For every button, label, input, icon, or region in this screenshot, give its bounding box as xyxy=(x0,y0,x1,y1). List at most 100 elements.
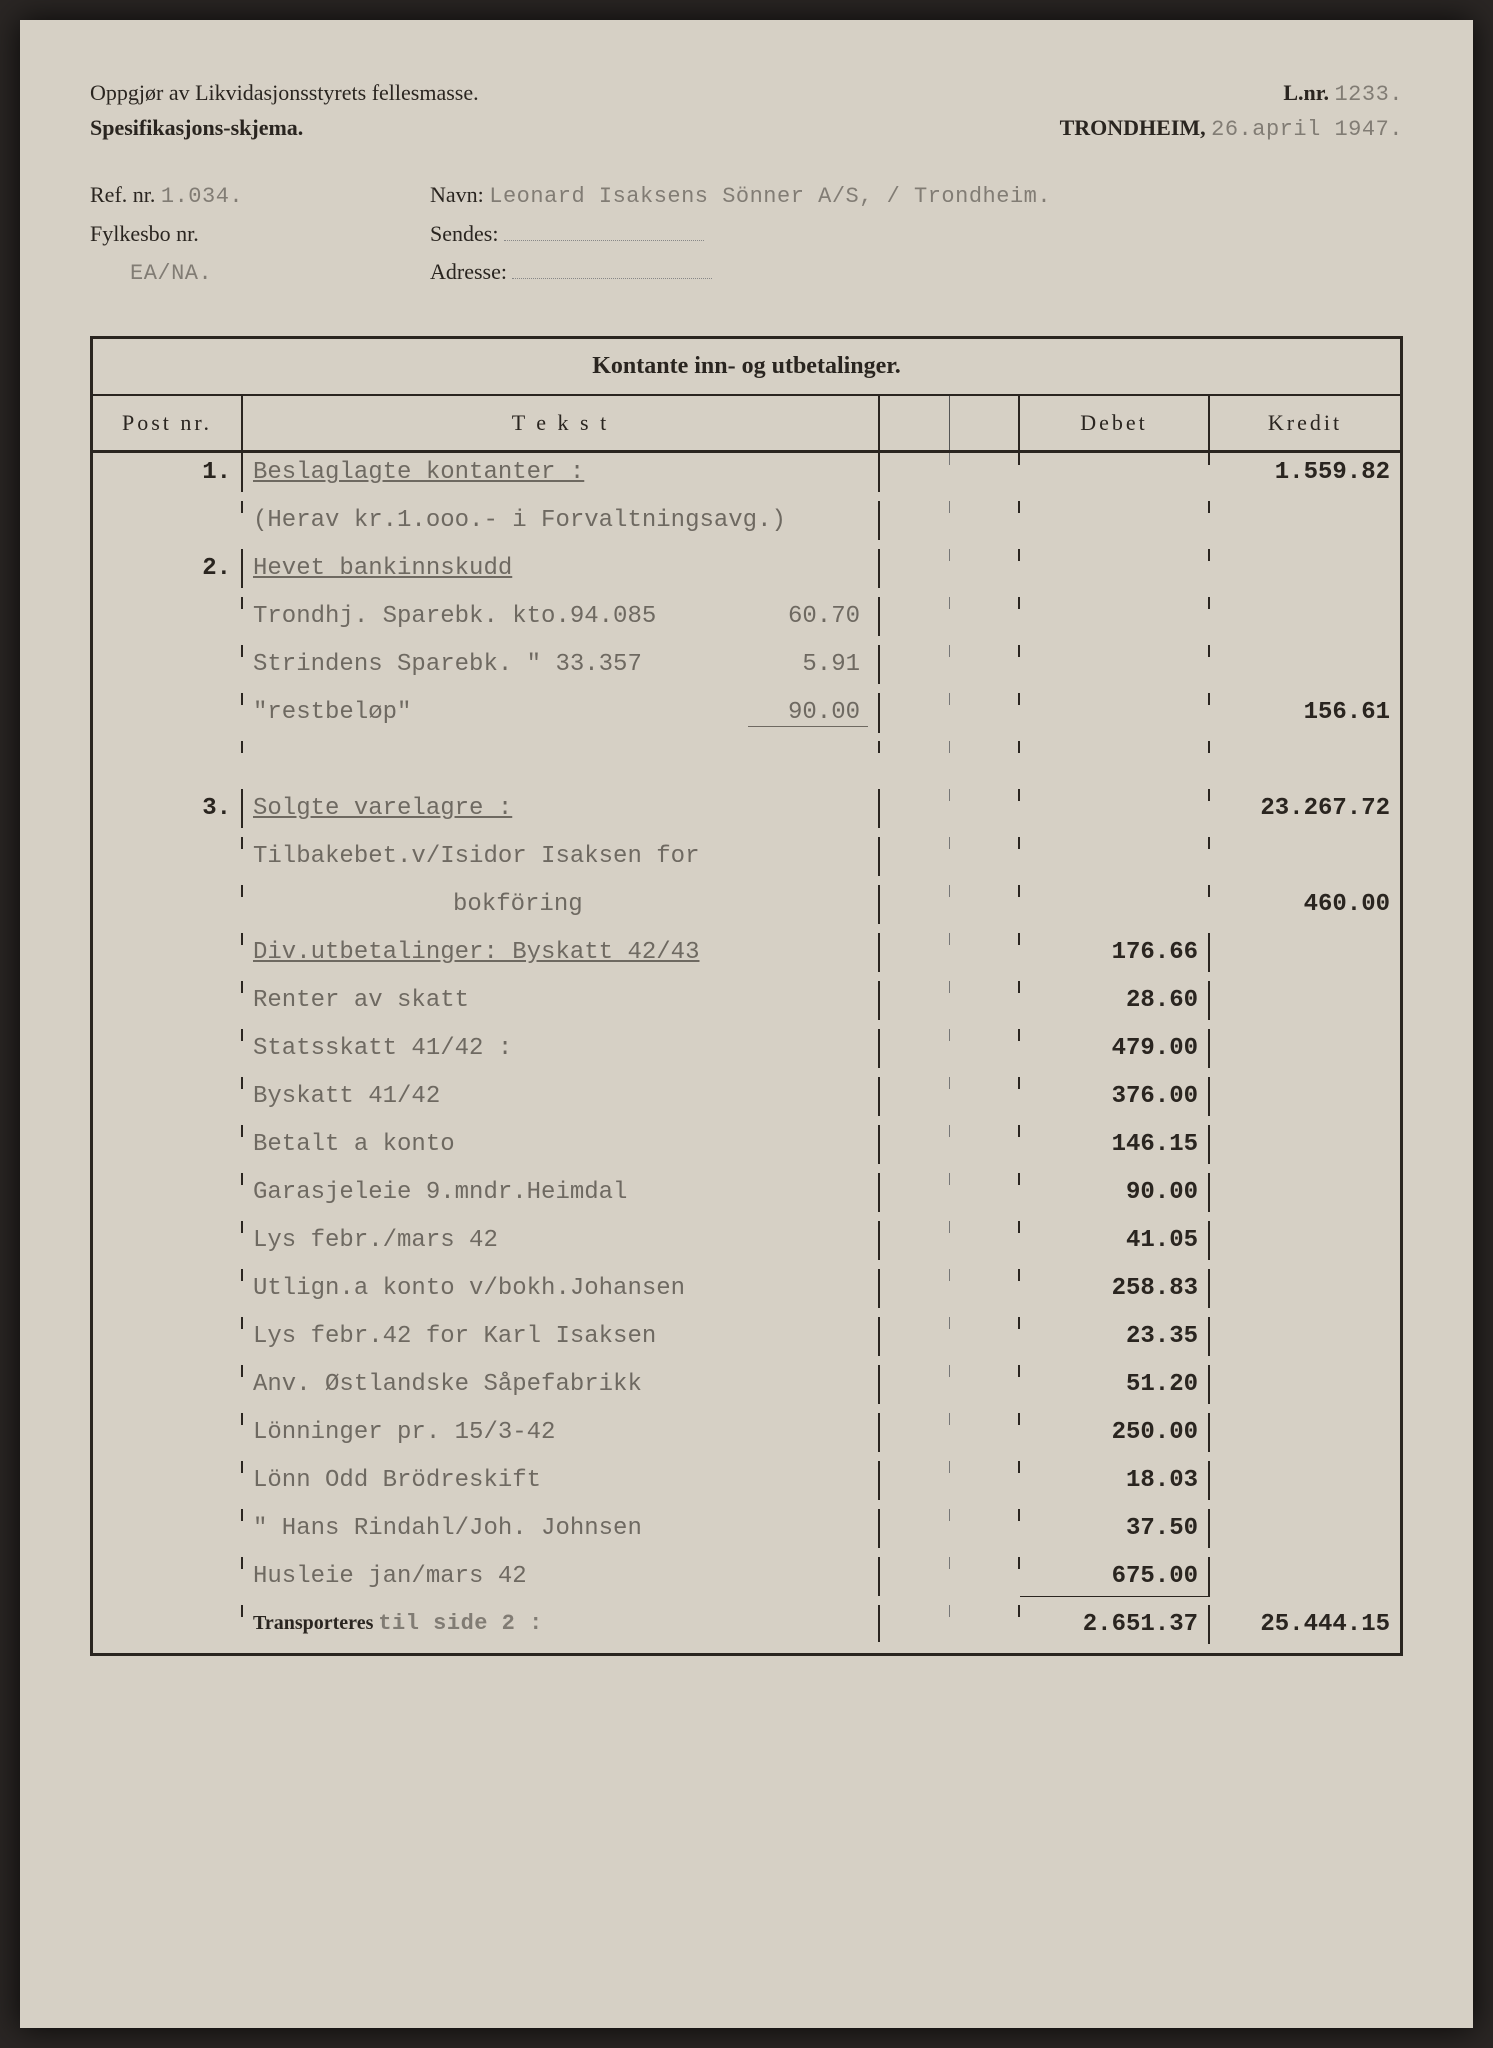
cell-post xyxy=(93,885,243,897)
cell-tekst: Anv. Østlandske Såpefabrikk xyxy=(243,1365,880,1404)
cell-tekst-text: Byskatt 41/42 xyxy=(253,1083,868,1110)
cell-tekst xyxy=(243,741,880,753)
cell-post xyxy=(93,837,243,849)
cell-kredit xyxy=(1210,1317,1400,1329)
cell-kredit xyxy=(1210,645,1400,657)
cell-tekst: (Herav kr.1.ooo.- i Forvaltningsavg.) xyxy=(243,501,880,540)
cell-kredit xyxy=(1210,933,1400,945)
ledger-row: Husleie jan/mars 42675.00 xyxy=(93,1557,1400,1605)
cell-tekst-text: Lys febr./mars 42 xyxy=(253,1227,868,1254)
cell-sub2 xyxy=(950,453,1020,465)
cell-debet: 376.00 xyxy=(1020,1077,1210,1116)
ledger-row: 1.Beslaglagte kontanter :1.559.82 xyxy=(93,453,1400,501)
ref-row-3: EA/NA. Adresse: xyxy=(90,259,1403,286)
cell-tekst: Div.utbetalinger: Byskatt 42/43 xyxy=(243,933,880,972)
cell-sub1 xyxy=(880,1557,950,1569)
ledger-row: Renter av skatt28.60 xyxy=(93,981,1400,1029)
cell-sub1 xyxy=(880,981,950,993)
ledger-row: Utlign.a konto v/bokh.Johansen258.83 xyxy=(93,1269,1400,1317)
ledger-row: Tilbakebet.v/Isidor Isaksen for xyxy=(93,837,1400,885)
cell-tekst: Tilbakebet.v/Isidor Isaksen for xyxy=(243,837,880,876)
ledger-header-row: Post nr. T e k s t Debet Kredit xyxy=(93,396,1400,453)
ledger-row: (Herav kr.1.ooo.- i Forvaltningsavg.) xyxy=(93,501,1400,549)
cell-sub2 xyxy=(950,1317,1020,1329)
transport-kredit: 25.444.15 xyxy=(1210,1605,1400,1644)
cell-subnum: 60.70 xyxy=(748,603,868,630)
cell-kredit: 460.00 xyxy=(1210,885,1400,924)
adresse-line xyxy=(512,278,712,279)
cell-post xyxy=(93,1509,243,1521)
cell-post xyxy=(93,1125,243,1137)
header-line1-left: Oppgjør av Likvidasjonsstyrets fellesmas… xyxy=(90,80,479,107)
cell-sub2 xyxy=(950,1605,1020,1617)
cell-post: 2. xyxy=(93,549,243,588)
cell-sub2 xyxy=(950,1557,1020,1569)
col-header-post: Post nr. xyxy=(93,396,243,450)
fylkesbo-label: Fylkesbo nr. xyxy=(90,221,199,246)
ledger-row: Trondhj. Sparebk. kto.94.08560.70 xyxy=(93,597,1400,645)
ledger-title: Kontante inn- og utbetalinger. xyxy=(93,339,1400,396)
cell-tekst-text: Garasjeleie 9.mndr.Heimdal xyxy=(253,1179,868,1206)
cell-sub1 xyxy=(880,1173,950,1185)
cell-tekst: Transporteres til side 2 : xyxy=(243,1605,880,1642)
cell-debet xyxy=(1020,741,1210,753)
header-line2-left: Spesifikasjons-skjema. xyxy=(90,115,303,142)
col-header-debet: Debet xyxy=(1020,396,1210,450)
ledger-row: "restbeløp"90.00156.61 xyxy=(93,693,1400,741)
ledger-body: 1.Beslaglagte kontanter :1.559.82 (Herav … xyxy=(93,453,1400,1653)
cell-sub1 xyxy=(880,1461,950,1473)
cell-debet: 90.00 xyxy=(1020,1173,1210,1212)
cell-kredit xyxy=(1210,501,1400,513)
cell-debet xyxy=(1020,645,1210,657)
cell-tekst-text: Husleie jan/mars 42 xyxy=(253,1563,868,1590)
cell-debet: 37.50 xyxy=(1020,1509,1210,1548)
adresse-label: Adresse: xyxy=(430,259,507,284)
cell-tekst: Betalt a konto xyxy=(243,1125,880,1164)
refnr-label: Ref. nr. xyxy=(90,182,155,207)
cell-debet xyxy=(1020,837,1210,849)
cell-sub2 xyxy=(950,1461,1020,1473)
lnr-value: 1233. xyxy=(1334,82,1403,107)
sendes-line xyxy=(504,240,704,241)
cell-sub2 xyxy=(950,885,1020,897)
cell-debet: 146.15 xyxy=(1020,1125,1210,1164)
cell-debet: 51.20 xyxy=(1020,1365,1210,1404)
cell-post xyxy=(93,501,243,513)
cell-tekst-text: bokföring xyxy=(253,891,868,918)
cell-tekst-text: (Herav kr.1.ooo.- i Forvaltningsavg.) xyxy=(253,507,868,534)
cell-sub1 xyxy=(880,597,950,609)
ledger-row: Strindens Sparebk. " 33.3575.91 xyxy=(93,645,1400,693)
cell-tekst-text: Hevet bankinnskudd xyxy=(253,555,868,582)
cell-sub2 xyxy=(950,1365,1020,1377)
cell-post xyxy=(93,645,243,657)
cell-sub1 xyxy=(880,549,950,561)
ledger-row: Statsskatt 41/42 :479.00 xyxy=(93,1029,1400,1077)
ledger-row: Lönn Odd Brödreskift18.03 xyxy=(93,1461,1400,1509)
cell-post xyxy=(93,1029,243,1041)
cell-tekst: Byskatt 41/42 xyxy=(243,1077,880,1116)
cell-post xyxy=(93,1461,243,1473)
cell-post xyxy=(93,1173,243,1185)
cell-tekst: Trondhj. Sparebk. kto.94.08560.70 xyxy=(243,597,880,636)
lnr-label: L.nr. xyxy=(1283,80,1329,105)
document-page: Oppgjør av Likvidasjonsstyrets fellesmas… xyxy=(20,20,1473,2028)
cell-kredit xyxy=(1210,1509,1400,1521)
ledger-row: Div.utbetalinger: Byskatt 42/43176.66 xyxy=(93,933,1400,981)
cell-sub2 xyxy=(950,549,1020,561)
cell-debet: 258.83 xyxy=(1020,1269,1210,1308)
cell-kredit xyxy=(1210,837,1400,849)
cell-debet xyxy=(1020,597,1210,609)
ref-row-2: Fylkesbo nr. Sendes: xyxy=(90,221,1403,247)
cell-sub2 xyxy=(950,981,1020,993)
cell-post xyxy=(93,1413,243,1425)
cell-sub1 xyxy=(880,1365,950,1377)
cell-tekst-text: Anv. Østlandske Såpefabrikk xyxy=(253,1371,868,1398)
cell-sub2 xyxy=(950,741,1020,753)
ledger-row: Lys febr./mars 4241.05 xyxy=(93,1221,1400,1269)
cell-tekst-text: Lönn Odd Brödreskift xyxy=(253,1467,868,1494)
cell-kredit xyxy=(1210,981,1400,993)
cell-sub2 xyxy=(950,1173,1020,1185)
cell-tekst-text: Renter av skatt xyxy=(253,987,868,1014)
cell-debet: 250.00 xyxy=(1020,1413,1210,1452)
cell-tekst: Lönninger pr. 15/3-42 xyxy=(243,1413,880,1452)
